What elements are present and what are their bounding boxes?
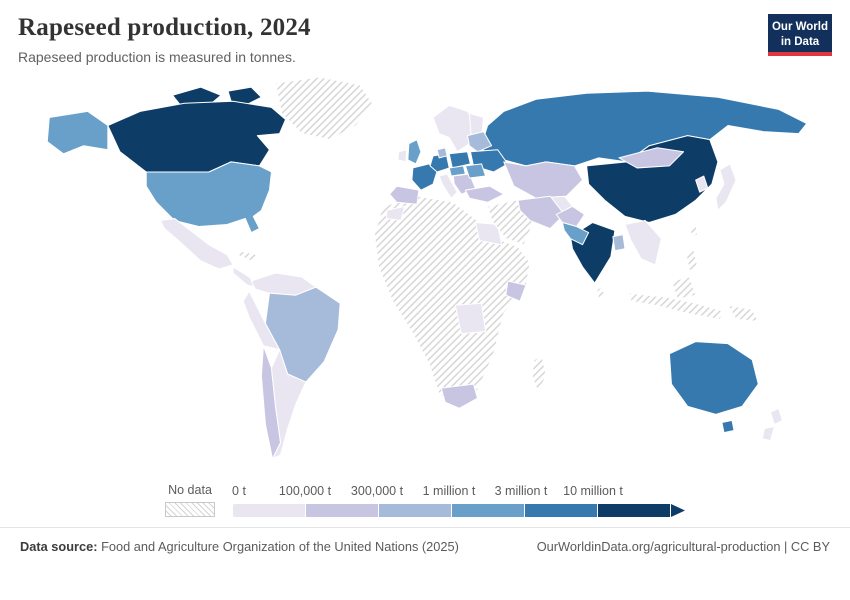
- legend-arrow-icon: [671, 504, 685, 517]
- legend-tick-label: 3 million t: [494, 484, 548, 498]
- country-australia[interactable]: [668, 341, 759, 415]
- country-united-states[interactable]: [145, 161, 272, 234]
- country-romania[interactable]: [464, 163, 487, 179]
- country-indonesia-borneo[interactable]: [670, 276, 697, 300]
- legend-no-data-label: No data: [168, 483, 212, 497]
- country-poland[interactable]: [448, 151, 471, 169]
- country-pakistan[interactable]: [561, 221, 590, 246]
- legend-tick-labels: 0 t 100,000 t 300,000 t 1 million t 3 mi…: [232, 484, 679, 501]
- legend-bin-swatch-1[interactable]: [306, 504, 379, 517]
- country-ethiopia[interactable]: [505, 280, 527, 302]
- country-papua-new-guinea[interactable]: [727, 304, 759, 322]
- legend-bin-swatch-2[interactable]: [379, 504, 452, 517]
- country-egypt[interactable]: [474, 221, 503, 246]
- country-united-kingdom[interactable]: [407, 139, 422, 165]
- country-bangladesh[interactable]: [612, 234, 626, 252]
- country-madagascar[interactable]: [531, 355, 547, 393]
- country-germany[interactable]: [429, 153, 450, 173]
- footer: Data source: Food and Agriculture Organi…: [0, 527, 850, 554]
- page-subtitle: Rapeseed production is measured in tonne…: [18, 49, 296, 65]
- legend-bin-swatch-3[interactable]: [452, 504, 525, 517]
- header-text: Rapeseed production, 2024 Rapeseed produ…: [18, 14, 311, 65]
- country-france[interactable]: [411, 163, 438, 191]
- owid-logo-line1: Our World: [771, 21, 828, 34]
- country-africa-no-data[interactable]: [373, 195, 531, 407]
- legend-tick-label: 300,000 t: [350, 484, 404, 498]
- footer-source-label: Data source:: [20, 539, 98, 554]
- country-tasmania[interactable]: [721, 419, 735, 434]
- country-spain[interactable]: [389, 185, 420, 205]
- country-philippines[interactable]: [685, 248, 699, 272]
- legend-tick-label: 100,000 t: [278, 484, 332, 498]
- map-legend: No data 0 t 100,000 t 300,000 t 1 millio…: [165, 483, 685, 517]
- owid-logo-line2: in Data: [780, 36, 820, 48]
- world-map-choropleth: [46, 76, 808, 460]
- country-iran[interactable]: [517, 195, 565, 230]
- owid-logo-red-bar: [768, 52, 832, 56]
- legend-tick-label: 10 million t: [563, 484, 623, 498]
- country-canada[interactable]: [107, 100, 287, 173]
- country-south-africa[interactable]: [440, 383, 479, 409]
- owid-logo[interactable]: Our World in Data: [768, 14, 832, 56]
- country-argentina[interactable]: [270, 349, 307, 460]
- country-ireland[interactable]: [397, 149, 408, 163]
- country-kazakhstan[interactable]: [503, 161, 584, 199]
- country-sri-lanka[interactable]: [596, 286, 606, 300]
- map-container: [21, 73, 829, 477]
- country-greenland[interactable]: [275, 76, 373, 141]
- legend-no-data: No data: [165, 483, 215, 517]
- legend-tick-label: 0 t: [232, 484, 246, 498]
- footer-attribution-link[interactable]: OurWorldinData.org/agricultural-producti…: [536, 539, 830, 554]
- country-belarus-baltics[interactable]: [466, 131, 493, 153]
- footer-source: Data source: Food and Agriculture Organi…: [20, 539, 459, 554]
- country-canada-arctic-2[interactable]: [227, 86, 262, 106]
- country-china[interactable]: [586, 135, 719, 223]
- country-mexico[interactable]: [159, 217, 234, 270]
- legend-color-bar: [233, 504, 685, 517]
- country-turkey[interactable]: [464, 185, 505, 203]
- country-denmark[interactable]: [436, 147, 448, 159]
- country-cuba[interactable]: [236, 250, 258, 262]
- country-afghanistan[interactable]: [555, 205, 586, 228]
- country-japan[interactable]: [715, 163, 737, 211]
- country-new-zealand-north[interactable]: [769, 407, 784, 425]
- legend-tick-label: 1 million t: [422, 484, 476, 498]
- country-drc[interactable]: [454, 302, 487, 335]
- footer-source-text: Food and Agriculture Organization of the…: [97, 539, 459, 554]
- country-southeast-asia[interactable]: [624, 219, 662, 266]
- country-morocco[interactable]: [386, 205, 406, 221]
- legend-no-data-swatch[interactable]: [165, 502, 215, 517]
- legend-bin-swatch-0[interactable]: [233, 504, 306, 517]
- legend-bar-wrap: 0 t 100,000 t 300,000 t 1 million t 3 mi…: [232, 484, 685, 517]
- country-indonesia[interactable]: [628, 292, 725, 320]
- legend-bin-swatch-4[interactable]: [525, 504, 598, 517]
- country-new-zealand-south[interactable]: [761, 425, 775, 442]
- header: Rapeseed production, 2024 Rapeseed produ…: [0, 0, 850, 69]
- country-south-korea[interactable]: [695, 175, 709, 193]
- country-taiwan[interactable]: [689, 223, 699, 238]
- country-mongolia[interactable]: [618, 147, 685, 169]
- country-alaska[interactable]: [46, 110, 109, 155]
- legend-bin-swatch-5[interactable]: [598, 504, 671, 517]
- page-title: Rapeseed production, 2024: [18, 14, 311, 41]
- country-italy[interactable]: [438, 173, 458, 199]
